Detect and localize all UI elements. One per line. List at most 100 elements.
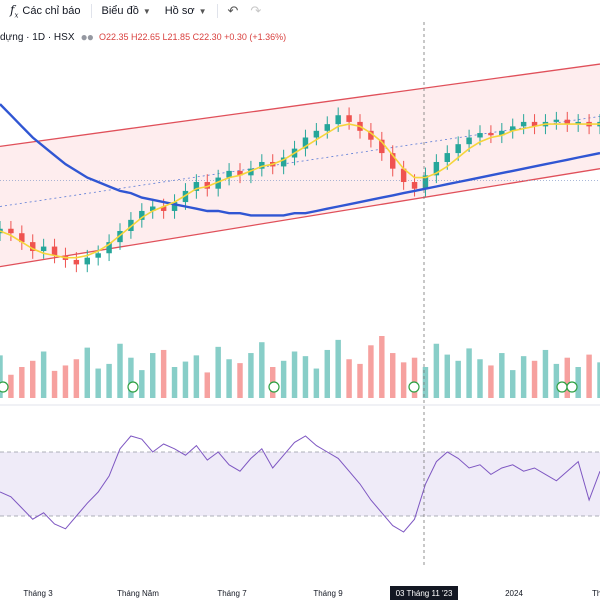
candle-body: [488, 133, 494, 136]
candle-body: [237, 170, 243, 176]
candle-body: [171, 202, 178, 211]
volume-bar: [40, 351, 47, 398]
volume-bar: [291, 351, 298, 398]
volume-bar: [204, 372, 210, 398]
volume-bar: [433, 343, 440, 398]
candle-body: [248, 168, 254, 176]
event-marker-icon: [408, 381, 420, 393]
chart-label: Biểu đồ: [101, 5, 139, 17]
candle-body: [564, 119, 570, 125]
event-markers: [0, 381, 578, 393]
volume-bar: [455, 360, 461, 398]
status-dots-icon: ●●: [80, 30, 94, 44]
chart-type-button[interactable]: Biểu đồ ▼: [102, 5, 151, 17]
volume-bar: [215, 346, 221, 398]
volume-bar: [193, 355, 200, 398]
candle-body: [444, 153, 450, 162]
volume-bar: [73, 359, 80, 398]
toolbar-divider: [90, 4, 92, 18]
x-tick-label: Tháng 3: [23, 589, 53, 598]
candle-body: [19, 233, 25, 243]
volume-bar: [30, 360, 36, 398]
x-tick-label: Tháng Năm: [117, 589, 159, 598]
symbol-legend: dựng · 1D · HSX ●● O22.35 H22.65 L21.85 …: [0, 30, 286, 44]
candle-body: [433, 161, 440, 176]
profile-label: Hồ sơ: [164, 5, 195, 17]
volume-bar: [313, 368, 320, 398]
candle-body: [8, 228, 14, 234]
candle-body: [30, 242, 36, 252]
candle-body: [193, 182, 200, 191]
candle-body: [215, 177, 221, 189]
candle-body: [510, 126, 516, 131]
volume-bar: [488, 365, 494, 398]
candle-body: [150, 206, 156, 211]
x-tick-label: Thá: [592, 589, 600, 598]
volume-bar: [106, 363, 112, 398]
candle-body: [379, 139, 385, 154]
symbol-label: dựng · 1D · HSX: [0, 31, 75, 43]
event-marker-icon: [127, 381, 139, 393]
event-marker-icon: [566, 381, 578, 393]
volume-bar: [150, 353, 156, 398]
candle-body: [324, 124, 330, 131]
candle-body: [368, 130, 374, 140]
function-icon: fx: [10, 2, 19, 20]
volume-bar: [117, 343, 123, 398]
volume-bar: [51, 370, 58, 398]
volume-series: [0, 336, 600, 398]
regression-channel: [0, 63, 600, 268]
candle-body: [302, 137, 309, 149]
candle-body: [95, 253, 101, 258]
volume-bar: [564, 357, 570, 398]
volume-bar: [259, 342, 265, 398]
ohlc-values: O22.35 H22.65 L21.85 C22.30 +0.30 (+1.36…: [99, 32, 287, 42]
volume-bar: [444, 354, 450, 398]
candle-body: [106, 242, 112, 254]
volume-bar: [128, 357, 134, 398]
profile-button[interactable]: Hồ sơ ▼: [165, 5, 207, 17]
toolbar-divider: [216, 4, 218, 18]
undo-button[interactable]: ↶: [228, 3, 239, 19]
candle-body: [520, 121, 527, 127]
volume-bar: [586, 354, 592, 398]
volume-bar: [171, 367, 178, 398]
ma-long-line: [0, 103, 600, 217]
candle-body: [51, 246, 58, 256]
candle-body: [400, 168, 407, 183]
candles-series: [0, 107, 600, 273]
volume-bar: [335, 339, 341, 398]
volume-bar: [368, 345, 374, 398]
candle-body: [73, 259, 80, 265]
volume-bar: [422, 367, 429, 398]
volume-bar: [411, 357, 418, 398]
candle-body: [84, 257, 90, 265]
x-axis: Tháng 3 Tháng Năm Tháng 7 Tháng 9 03 Thá…: [23, 586, 600, 600]
redo-button[interactable]: ↷: [250, 3, 261, 19]
candle-body: [411, 182, 418, 189]
candle-body: [531, 121, 538, 127]
candle-body: [226, 170, 232, 178]
crosshair-label-bg: [390, 586, 458, 600]
candle-body: [313, 130, 320, 138]
volume-bar: [466, 348, 472, 398]
rsi-line: [0, 435, 600, 533]
candle-body: [390, 153, 396, 169]
candle-body: [455, 144, 461, 154]
candle-body: [40, 246, 47, 252]
candle-body: [160, 206, 167, 211]
volume-bar: [95, 368, 101, 398]
volume-bar: [379, 336, 385, 398]
volume-bar: [0, 355, 3, 398]
indicators-button[interactable]: fx Các chỉ báo: [10, 3, 81, 19]
candle-body: [139, 210, 145, 220]
redo-icon: ↷: [250, 3, 262, 18]
candle-body: [335, 115, 341, 125]
volume-bar: [575, 367, 581, 398]
volume-bar: [510, 370, 516, 398]
volume-bar: [390, 353, 396, 398]
candle-body: [477, 133, 483, 138]
event-marker-icon: [268, 381, 280, 393]
x-tick-label: Tháng 7: [217, 589, 247, 598]
